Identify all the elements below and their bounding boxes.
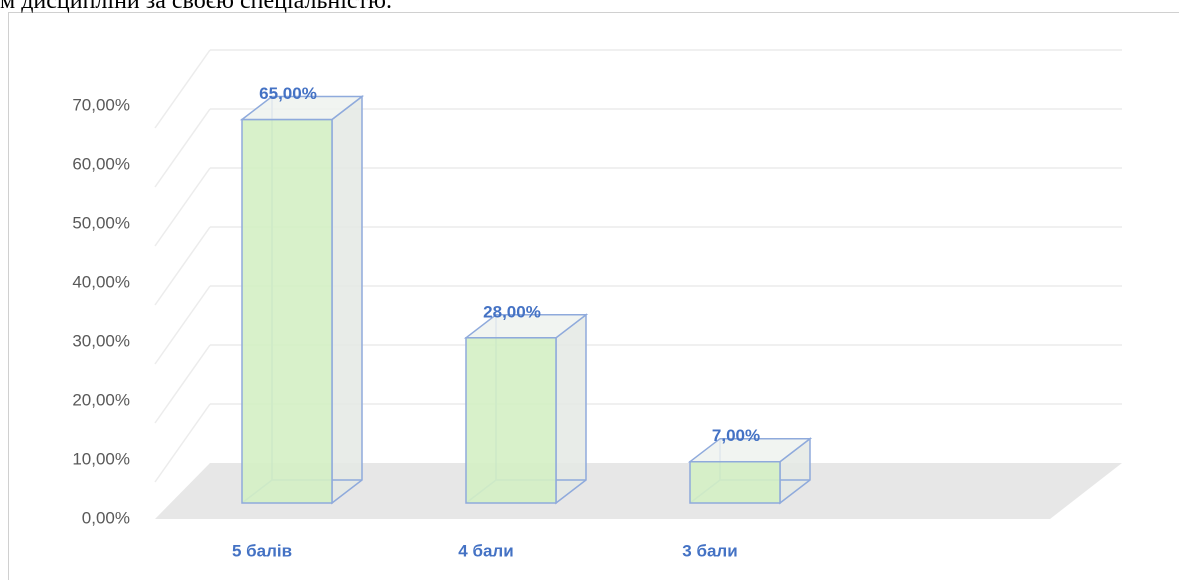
grid-side xyxy=(154,403,211,483)
grid-side xyxy=(154,108,211,188)
grid-side xyxy=(154,344,211,424)
grid-side xyxy=(154,226,211,306)
y-tick-label: 50,00% xyxy=(72,213,130,232)
x-tick-label: 5 балів xyxy=(232,541,292,560)
value-label: 7,00% xyxy=(712,426,760,445)
bar xyxy=(465,337,557,504)
bar-side xyxy=(331,94,363,505)
bar-side xyxy=(555,313,587,505)
x-tick-label: 3 бали xyxy=(682,541,737,560)
grid-side xyxy=(154,285,211,365)
bar xyxy=(689,460,781,504)
grid-side xyxy=(154,167,211,247)
y-tick-label: 20,00% xyxy=(72,390,130,409)
grid-side xyxy=(154,49,211,129)
y-tick-label: 40,00% xyxy=(72,272,130,291)
y-tick-label: 70,00% xyxy=(72,95,130,114)
bar-top xyxy=(239,95,365,121)
chart-border xyxy=(8,12,1179,580)
value-label: 65,00% xyxy=(259,84,317,103)
x-tick-label: 4 бали xyxy=(458,541,513,560)
y-tick-label: 60,00% xyxy=(72,154,130,173)
bar-top xyxy=(687,437,813,463)
bar xyxy=(241,118,333,504)
y-tick-label: 30,00% xyxy=(72,331,130,350)
value-label: 28,00% xyxy=(483,302,541,321)
bar-top xyxy=(463,314,589,339)
y-tick-label: 0,00% xyxy=(82,508,130,527)
floor xyxy=(155,463,1122,519)
caption: м дисципліни за своєю спеціальністю. xyxy=(0,0,392,14)
y-tick-label: 10,00% xyxy=(72,449,130,468)
